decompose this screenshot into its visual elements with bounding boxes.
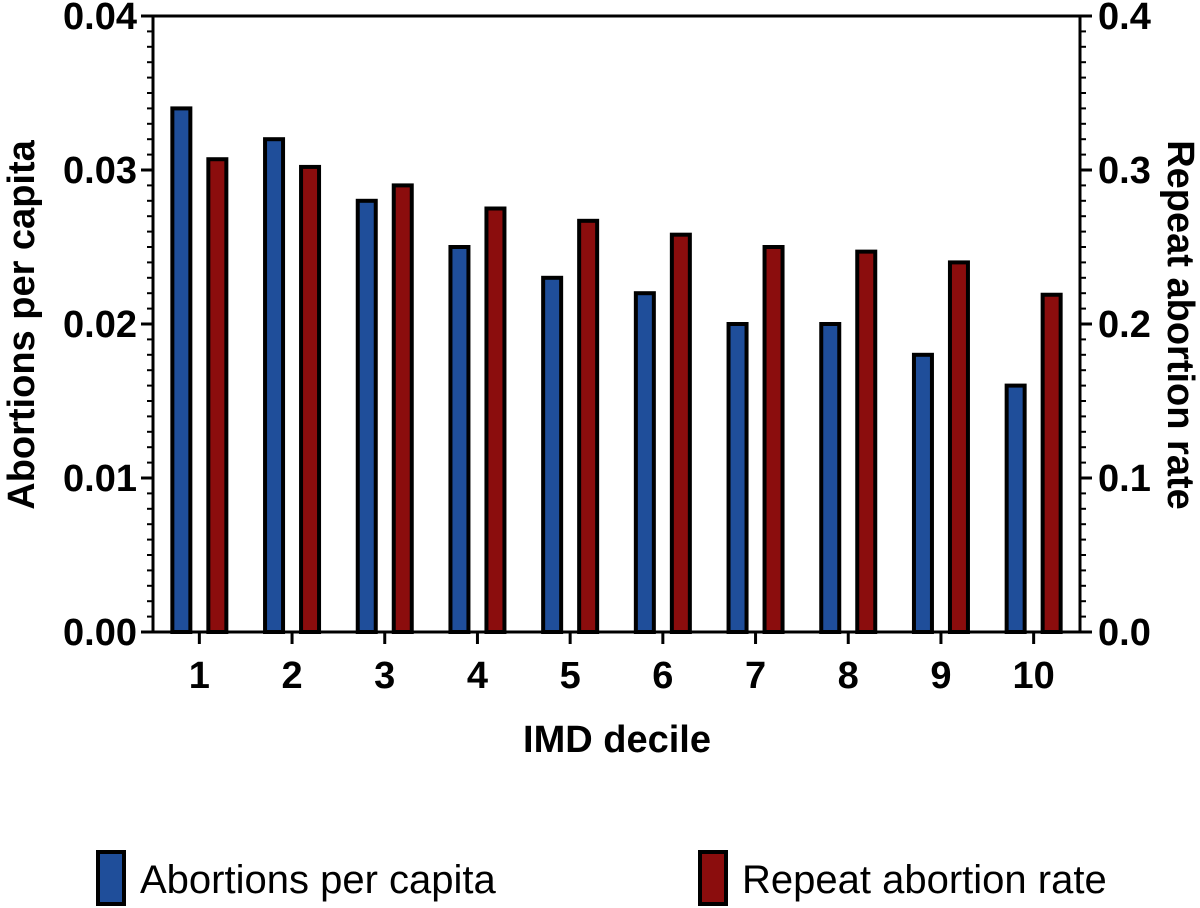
legend-label-abortions-per-capita: Abortions per capita xyxy=(140,858,497,902)
y-right-tick-label-3: 0.3 xyxy=(1098,150,1151,192)
x-tick-label-7: 7 xyxy=(745,655,766,697)
bar-repeat-abortion-rate-6 xyxy=(669,232,692,634)
bar-repeat-abortion-rate-7 xyxy=(762,245,785,634)
x-tick-label-6: 6 xyxy=(652,655,673,697)
bar-abortions-per-capita-5 xyxy=(541,275,564,634)
x-tick-label-10: 10 xyxy=(1013,655,1055,697)
y-left-tick-label-4: 0.04 xyxy=(63,0,137,38)
bar-abortions-per-capita-6 xyxy=(633,291,656,634)
bar-abortions-per-capita-2 xyxy=(263,137,286,634)
y-right-tick-label-2: 0.2 xyxy=(1098,304,1151,346)
x-tick-label-9: 9 xyxy=(930,655,951,697)
y-axis-right-title: Repeat abortion rate xyxy=(1159,140,1200,510)
x-tick-label-2: 2 xyxy=(281,655,302,697)
bar-abortions-per-capita-7 xyxy=(726,322,749,634)
y-left-tick-label-1: 0.01 xyxy=(63,458,137,500)
bar-repeat-abortion-rate-10 xyxy=(1040,292,1063,634)
x-tick-label-3: 3 xyxy=(374,655,395,697)
bar-abortions-per-capita-10 xyxy=(1004,383,1027,634)
plot-area xyxy=(170,106,1063,635)
bar-abortions-per-capita-9 xyxy=(911,352,934,634)
legend: Abortions per capita Repeat abortion rat… xyxy=(96,850,1107,906)
y-left-tick-label-0: 0.00 xyxy=(63,612,137,654)
x-tick-label-8: 8 xyxy=(838,655,859,697)
y-left-tick-label-2: 0.02 xyxy=(63,304,137,346)
bar-abortions-per-capita-4 xyxy=(448,245,471,634)
bar-abortions-per-capita-8 xyxy=(819,322,842,634)
x-tick-label-4: 4 xyxy=(467,655,488,697)
y-right-tick-label-0: 0.0 xyxy=(1098,612,1151,654)
bar-repeat-abortion-rate-2 xyxy=(299,164,322,634)
y-axis-left-title: Abortions per capita xyxy=(1,139,43,509)
x-axis-title: IMD decile xyxy=(523,719,711,761)
y-right-tick-label-1: 0.1 xyxy=(1098,458,1151,500)
y-right-tick-label-4: 0.4 xyxy=(1098,0,1151,38)
axes: 1 2 3 4 5 6 7 8 9 10 0.00 0.01 0.02 0.03 0.04 0.0 0.1 0.2… xyxy=(63,0,1151,697)
bar-abortions-per-capita-3 xyxy=(355,198,378,635)
bar-abortions-per-capita-1 xyxy=(170,106,193,634)
x-tick-label-5: 5 xyxy=(560,655,581,697)
x-tick-label-1: 1 xyxy=(189,655,210,697)
bar-repeat-abortion-rate-8 xyxy=(855,249,878,634)
bar-repeat-abortion-rate-1 xyxy=(206,157,229,634)
y-left-tick-label-3: 0.03 xyxy=(63,150,137,192)
bar-repeat-abortion-rate-9 xyxy=(947,260,970,634)
legend-swatch-abortions-per-capita xyxy=(96,850,126,906)
bar-repeat-abortion-rate-3 xyxy=(391,183,414,634)
bar-repeat-abortion-rate-4 xyxy=(484,206,507,634)
bar-repeat-abortion-rate-5 xyxy=(577,218,600,634)
legend-label-repeat-abortion-rate: Repeat abortion rate xyxy=(742,858,1107,902)
legend-swatch-repeat-abortion-rate xyxy=(698,850,728,906)
